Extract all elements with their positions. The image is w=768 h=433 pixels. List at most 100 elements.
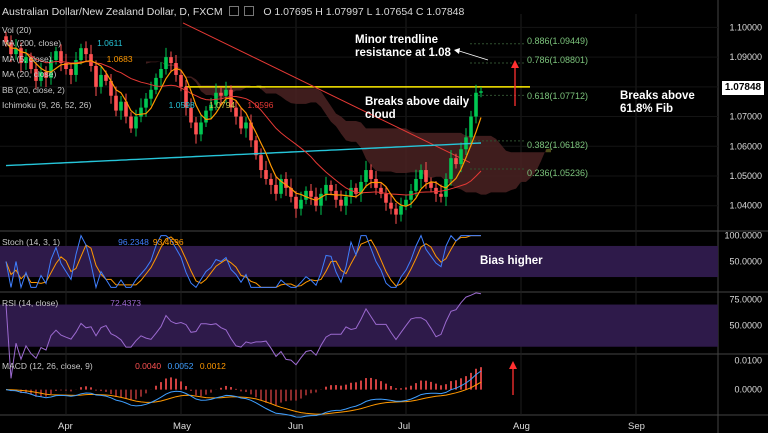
ichimoku-cloud-segment: [441, 132, 446, 182]
candle-body: [429, 181, 433, 188]
ichimoku-cloud-segment: [431, 132, 436, 179]
candle-body: [4, 36, 8, 43]
cloud-value-c: 1.0596: [247, 100, 274, 110]
ichimoku-cloud-segment: [156, 61, 161, 63]
ichimoku-cloud-segment: [421, 132, 426, 177]
candle-body: [369, 170, 373, 179]
legend-rsi[interactable]: RSI (14, close) 72.4373: [2, 298, 141, 308]
candle-body: [379, 187, 383, 194]
legend-macd[interactable]: MACD (12, 26, close, 9) 0.0040 0.0052 0.…: [2, 361, 226, 371]
candle-body: [144, 98, 148, 108]
ichimoku-cloud-segment: [246, 85, 251, 88]
y-tick-stoch: 50.0000: [729, 257, 762, 267]
y-tick-price: 1.07000: [729, 112, 762, 122]
candle-body: [434, 187, 438, 194]
settings-icon[interactable]: [228, 6, 239, 16]
candle-body: [179, 74, 183, 87]
ma5-line: [5, 41, 482, 207]
legend-ma200[interactable]: MA (200, close) 1.0611: [2, 38, 123, 48]
ichimoku-cloud-segment: [466, 135, 471, 193]
ichimoku-cloud-segment: [291, 88, 296, 104]
candle-body: [309, 190, 313, 197]
candle-body: [54, 51, 58, 61]
arrow-head-macd: [509, 361, 517, 369]
ichimoku-cloud-segment: [276, 88, 281, 97]
candle-body: [269, 178, 273, 185]
candle-body: [219, 92, 223, 96]
ichimoku-cloud-segment: [296, 88, 301, 104]
legend-ma5[interactable]: MA (5, close) 1.0683: [2, 54, 133, 64]
macd-line-value: 0.0052: [167, 361, 194, 371]
ichimoku-cloud-segment: [186, 76, 191, 78]
ichimoku-cloud-segment: [356, 121, 361, 148]
candle-body: [314, 196, 318, 206]
ichimoku-cloud-segment: [381, 128, 386, 172]
candle-body: [139, 107, 143, 117]
candle-body: [59, 51, 63, 64]
candle-body: [224, 89, 228, 96]
annotation-trendline: Minor trendline resistance at 1.08: [355, 34, 451, 59]
candle-body: [339, 199, 343, 206]
candle-body: [244, 122, 248, 129]
legend-ichimoku[interactable]: Ichimoku (9, 26, 52, 26) 1.0598 1.0794 1…: [2, 100, 274, 110]
ichimoku-cloud-segment: [481, 135, 486, 195]
ichimoku-cloud-segment: [531, 152, 536, 178]
ichimoku-cloud-segment: [191, 76, 196, 83]
legend-ma20[interactable]: MA (20, close): [2, 69, 57, 79]
stoch-k-line: [5, 234, 481, 290]
ichimoku-cloud-segment: [351, 121, 356, 142]
ichimoku-cloud-segment: [361, 122, 366, 159]
stoch-k-value: 96.2348: [118, 237, 149, 247]
cloud-value-b: 1.0794: [209, 100, 236, 110]
ichimoku-cloud-segment: [426, 132, 431, 179]
ichimoku-cloud-segment: [161, 61, 166, 67]
ichimoku-cloud-segment: [201, 85, 206, 95]
legend-bb[interactable]: BB (20, close, 2): [2, 85, 65, 95]
candle-body: [69, 68, 73, 75]
ichimoku-cloud-segment: [511, 152, 516, 191]
ichimoku-cloud-segment: [496, 138, 501, 193]
ichimoku-cloud-segment: [306, 88, 311, 104]
arrow-head-trendline: [454, 48, 460, 54]
macd-line: [5, 370, 482, 418]
x-tick-Jul: Jul: [398, 421, 410, 432]
ichimoku-cloud-segment: [436, 132, 441, 177]
candle-body: [319, 193, 323, 206]
ichimoku-cloud-segment: [391, 128, 396, 174]
candle-body: [324, 184, 328, 194]
ichimoku-cloud-segment: [546, 148, 551, 153]
candle-body: [204, 110, 208, 123]
candle-body: [154, 77, 158, 90]
eye-icon[interactable]: [244, 6, 255, 16]
ichimoku-cloud-segment: [366, 128, 371, 166]
candle-body: [194, 122, 198, 135]
candle-body: [279, 178, 283, 194]
candle-body: [184, 86, 188, 108]
candle-body: [294, 196, 298, 209]
legend-vol[interactable]: Vol (20): [2, 25, 32, 35]
candle-body: [234, 107, 238, 117]
ichimoku-cloud-segment: [346, 121, 351, 142]
chart-header: Australian Dollar/New Zealand Dollar, D,…: [2, 6, 464, 18]
annotation-fib: Breaks above 61.8% Fib: [620, 90, 695, 115]
legend-stoch[interactable]: Stoch (14, 3, 1) 96.2348 93.4696: [2, 237, 184, 247]
ichimoku-cloud-segment: [541, 149, 546, 162]
candle-body: [414, 178, 418, 191]
candle-body: [29, 57, 33, 69]
candle-body: [404, 199, 408, 206]
candle-body: [459, 149, 463, 165]
candle-body: [344, 196, 348, 206]
candle-body: [189, 107, 193, 123]
ichimoku-cloud-segment: [386, 128, 391, 172]
candle-body: [64, 63, 68, 69]
candle-body: [104, 74, 108, 81]
x-tick-Sep: Sep: [628, 421, 645, 432]
ichimoku-cloud-segment: [316, 88, 321, 107]
x-tick-Jun: Jun: [288, 421, 303, 432]
ichimoku-cloud-segment: [471, 135, 476, 193]
y-tick-stoch: 100.0000: [724, 231, 762, 241]
candle-body: [284, 178, 288, 188]
ichimoku-cloud-segment: [266, 88, 271, 94]
ichimoku-cloud-segment: [151, 61, 156, 63]
